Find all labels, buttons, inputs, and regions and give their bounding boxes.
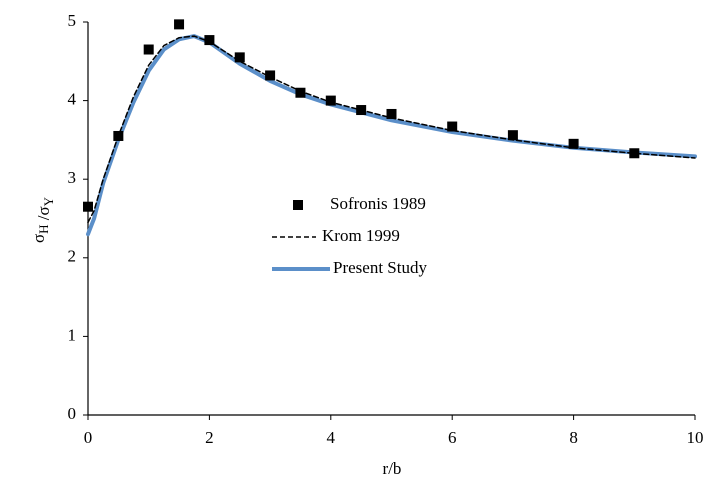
- data-point: [568, 138, 579, 149]
- x-tick-label: 6: [448, 428, 457, 447]
- y-tick-label: 5: [68, 11, 77, 30]
- x-axis-label: r/b: [383, 459, 402, 478]
- x-tick-label: 2: [205, 428, 214, 447]
- data-point: [204, 35, 215, 46]
- legend-label: Krom 1999: [322, 226, 400, 245]
- data-point: [234, 52, 245, 63]
- y-axis-label: σH /σY: [29, 196, 56, 243]
- data-point: [265, 70, 276, 81]
- x-tick-label: 4: [327, 428, 336, 447]
- legend-label: Sofronis 1989: [330, 194, 426, 213]
- x-tick-label: 8: [569, 428, 578, 447]
- y-tick-label: 2: [68, 247, 77, 266]
- data-line: [87, 35, 696, 224]
- y-tick-label: 4: [68, 90, 77, 109]
- legend-label: Present Study: [333, 258, 427, 277]
- data-point: [174, 19, 185, 30]
- data-point: [629, 148, 640, 159]
- y-tick-label: 0: [68, 404, 77, 423]
- y-tick-label: 3: [68, 168, 77, 187]
- data-point: [507, 130, 518, 141]
- data-point: [143, 44, 154, 55]
- x-tick-label: 0: [84, 428, 93, 447]
- data-point: [325, 95, 336, 106]
- data-point: [386, 108, 397, 119]
- y-tick-label: 1: [68, 325, 77, 344]
- x-tick-label: 10: [687, 428, 704, 447]
- legend-marker: [293, 200, 303, 210]
- data-point: [295, 87, 306, 98]
- data-point: [447, 121, 458, 132]
- data-point: [83, 201, 93, 212]
